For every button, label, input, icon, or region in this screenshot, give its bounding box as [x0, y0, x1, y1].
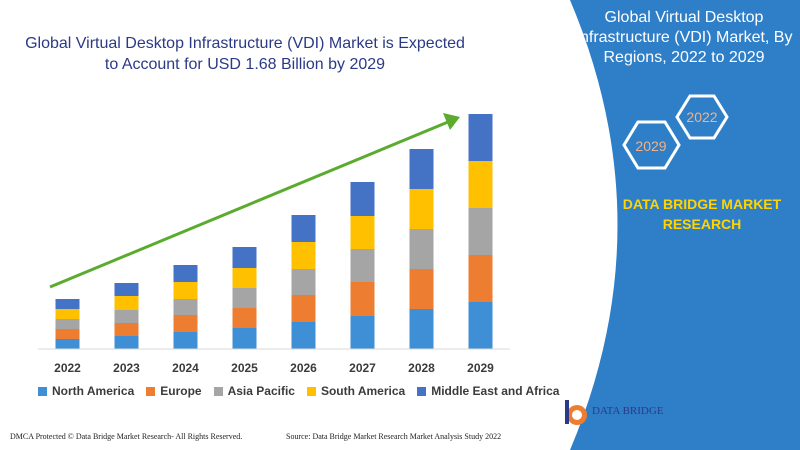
bar-2024-north-america — [173, 332, 198, 349]
hexagon-2029 — [622, 120, 681, 170]
bar-2028-south-america — [409, 189, 434, 229]
bar-2022-south-america — [55, 309, 80, 319]
legend-swatch — [38, 386, 47, 396]
bar-2023-europe — [114, 323, 139, 336]
right-panel-background — [570, 0, 800, 450]
bar-2027-south-america — [350, 216, 375, 249]
x-tick-label: 2027 — [349, 361, 376, 375]
bar-2025-north-america — [232, 328, 257, 349]
bar-2022-north-america — [55, 339, 80, 349]
footer-source: Source: Data Bridge Market Research Mark… — [286, 432, 502, 441]
bar-2024-asia-pacific — [173, 299, 198, 315]
bar-2025-middle-east-and-africa — [232, 247, 257, 268]
bar-2022-europe — [55, 329, 80, 339]
legend-item: Europe — [146, 384, 202, 398]
bar-2027-europe — [350, 282, 375, 316]
bar-2029-south-america — [468, 161, 493, 208]
x-tick-label: 2025 — [231, 361, 258, 375]
bar-2022-middle-east-and-africa — [55, 299, 80, 309]
bar-2023-asia-pacific — [114, 310, 139, 323]
x-tick-label: 2022 — [54, 361, 81, 375]
x-tick-label: 2029 — [467, 361, 494, 375]
x-tick-label: 2028 — [408, 361, 435, 375]
bar-2027-middle-east-and-africa — [350, 182, 375, 216]
legend-item: Middle East and Africa — [417, 384, 559, 398]
hex-label-2022: 2022 — [686, 109, 717, 125]
trend-arrow — [49, 113, 460, 289]
bar-2025-asia-pacific — [232, 288, 257, 308]
bar-2024-south-america — [173, 282, 198, 299]
hex-label-2029: 2029 — [635, 138, 666, 154]
legend-label: Asia Pacific — [227, 384, 295, 398]
legend-swatch — [306, 386, 316, 396]
chart-legend: North America Europe Asia Pacific South Ame… — [38, 384, 559, 398]
bar-2023-north-america — [114, 336, 139, 349]
hexagon-2022 — [675, 94, 729, 140]
bar-group — [55, 114, 493, 349]
bar-2026-middle-east-and-africa — [291, 215, 316, 242]
bar-2025-europe — [232, 308, 257, 328]
x-tick-label: 2024 — [172, 361, 199, 375]
bar-2024-middle-east-and-africa — [173, 265, 198, 282]
legend-label: Middle East and Africa — [431, 384, 560, 398]
legend-swatch — [213, 386, 223, 396]
legend-label: Europe — [160, 384, 202, 398]
bar-2026-asia-pacific — [291, 269, 316, 295]
legend-label: South America — [320, 384, 406, 398]
main-title: Global Virtual Desktop Infrastructure (V… — [25, 35, 465, 73]
bar-2025-south-america — [232, 268, 257, 288]
legend-item: Asia Pacific — [213, 384, 295, 398]
x-tick-label: 2026 — [290, 361, 317, 375]
bar-2026-europe — [291, 295, 316, 322]
legend-label: North America — [52, 384, 135, 398]
bar-2026-north-america — [291, 322, 316, 349]
bar-2029-asia-pacific — [468, 208, 493, 255]
legend-swatch — [417, 386, 427, 396]
bar-2029-europe — [468, 255, 493, 302]
bar-2024-europe — [173, 315, 198, 332]
bar-2028-europe — [409, 269, 434, 309]
bar-2027-north-america — [350, 316, 375, 349]
x-tick-labels: 2022 2023 2024 2025 2026 2027 2028 2029 — [54, 361, 494, 375]
bar-2022-asia-pacific — [55, 319, 80, 329]
bar-2029-middle-east-and-africa — [468, 114, 493, 161]
bar-2028-middle-east-and-africa — [409, 149, 434, 189]
bar-2023-south-america — [114, 296, 139, 310]
legend-swatch — [146, 386, 156, 396]
data-bridge-logo-icon — [565, 400, 587, 425]
bar-2028-asia-pacific — [409, 229, 434, 269]
bar-2028-north-america — [409, 309, 434, 349]
footer-copyright: DMCA Protected © Data Bridge Market Rese… — [10, 432, 243, 441]
bar-2023-middle-east-and-africa — [114, 283, 139, 296]
bar-2027-asia-pacific — [350, 249, 375, 282]
legend-item: South America — [306, 384, 406, 398]
legend-item: North America — [38, 384, 134, 398]
x-tick-label: 2023 — [113, 361, 140, 375]
bar-2026-south-america — [291, 242, 316, 269]
bar-2029-north-america — [468, 302, 493, 349]
